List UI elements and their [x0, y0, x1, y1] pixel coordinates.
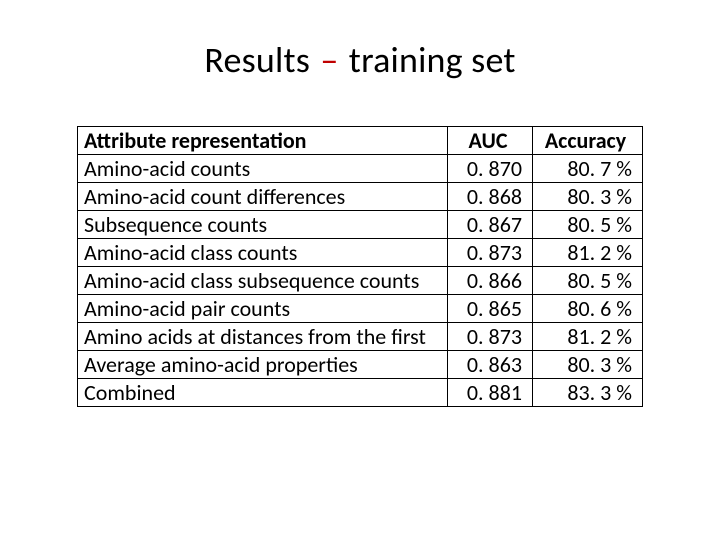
cell-acc: 81. 2 %: [533, 239, 643, 267]
title-right: training set: [340, 38, 515, 82]
results-table-wrap: Attribute representation AUC Accuracy Am…: [0, 126, 720, 407]
cell-attr: Amino-acid counts: [78, 155, 448, 183]
results-table: Attribute representation AUC Accuracy Am…: [77, 126, 643, 407]
cell-attr: Amino-acid class subsequence counts: [78, 267, 448, 295]
cell-auc: 0. 873: [448, 323, 533, 351]
cell-acc: 83. 3 %: [533, 379, 643, 407]
cell-auc: 0. 865: [448, 295, 533, 323]
cell-acc: 80. 6 %: [533, 295, 643, 323]
page-title: Results – training set: [0, 38, 720, 82]
cell-auc: 0. 873: [448, 239, 533, 267]
cell-attr: Amino-acid pair counts: [78, 295, 448, 323]
table-row: Amino acids at distances from the first …: [78, 323, 643, 351]
col-header-attribute: Attribute representation: [78, 127, 448, 155]
cell-attr: Amino-acid count differences: [78, 183, 448, 211]
title-dash: –: [318, 38, 340, 82]
cell-attr: Subsequence counts: [78, 211, 448, 239]
cell-auc: 0. 863: [448, 351, 533, 379]
table-row: Combined 0. 881 83. 3 %: [78, 379, 643, 407]
cell-acc: 80. 3 %: [533, 183, 643, 211]
table-row: Subsequence counts 0. 867 80. 5 %: [78, 211, 643, 239]
cell-acc: 80. 5 %: [533, 267, 643, 295]
table-row: Amino-acid counts 0. 870 80. 7 %: [78, 155, 643, 183]
table-header-row: Attribute representation AUC Accuracy: [78, 127, 643, 155]
table-row: Amino-acid class counts 0. 873 81. 2 %: [78, 239, 643, 267]
cell-attr: Amino acids at distances from the first: [78, 323, 448, 351]
cell-attr: Amino-acid class counts: [78, 239, 448, 267]
col-header-accuracy: Accuracy: [533, 127, 643, 155]
cell-attr: Combined: [78, 379, 448, 407]
cell-acc: 80. 7 %: [533, 155, 643, 183]
cell-acc: 80. 3 %: [533, 351, 643, 379]
cell-auc: 0. 870: [448, 155, 533, 183]
cell-attr: Average amino-acid properties: [78, 351, 448, 379]
cell-auc: 0. 868: [448, 183, 533, 211]
table-row: Amino-acid class subsequence counts 0. 8…: [78, 267, 643, 295]
cell-auc: 0. 881: [448, 379, 533, 407]
col-header-auc: AUC: [448, 127, 533, 155]
cell-auc: 0. 867: [448, 211, 533, 239]
cell-acc: 81. 2 %: [533, 323, 643, 351]
table-row: Average amino-acid properties 0. 863 80.…: [78, 351, 643, 379]
table-row: Amino-acid count differences 0. 868 80. …: [78, 183, 643, 211]
table-row: Amino-acid pair counts 0. 865 80. 6 %: [78, 295, 643, 323]
cell-acc: 80. 5 %: [533, 211, 643, 239]
slide: Results – training set Attribute represe…: [0, 0, 720, 540]
cell-auc: 0. 866: [448, 267, 533, 295]
title-left: Results: [204, 38, 318, 82]
